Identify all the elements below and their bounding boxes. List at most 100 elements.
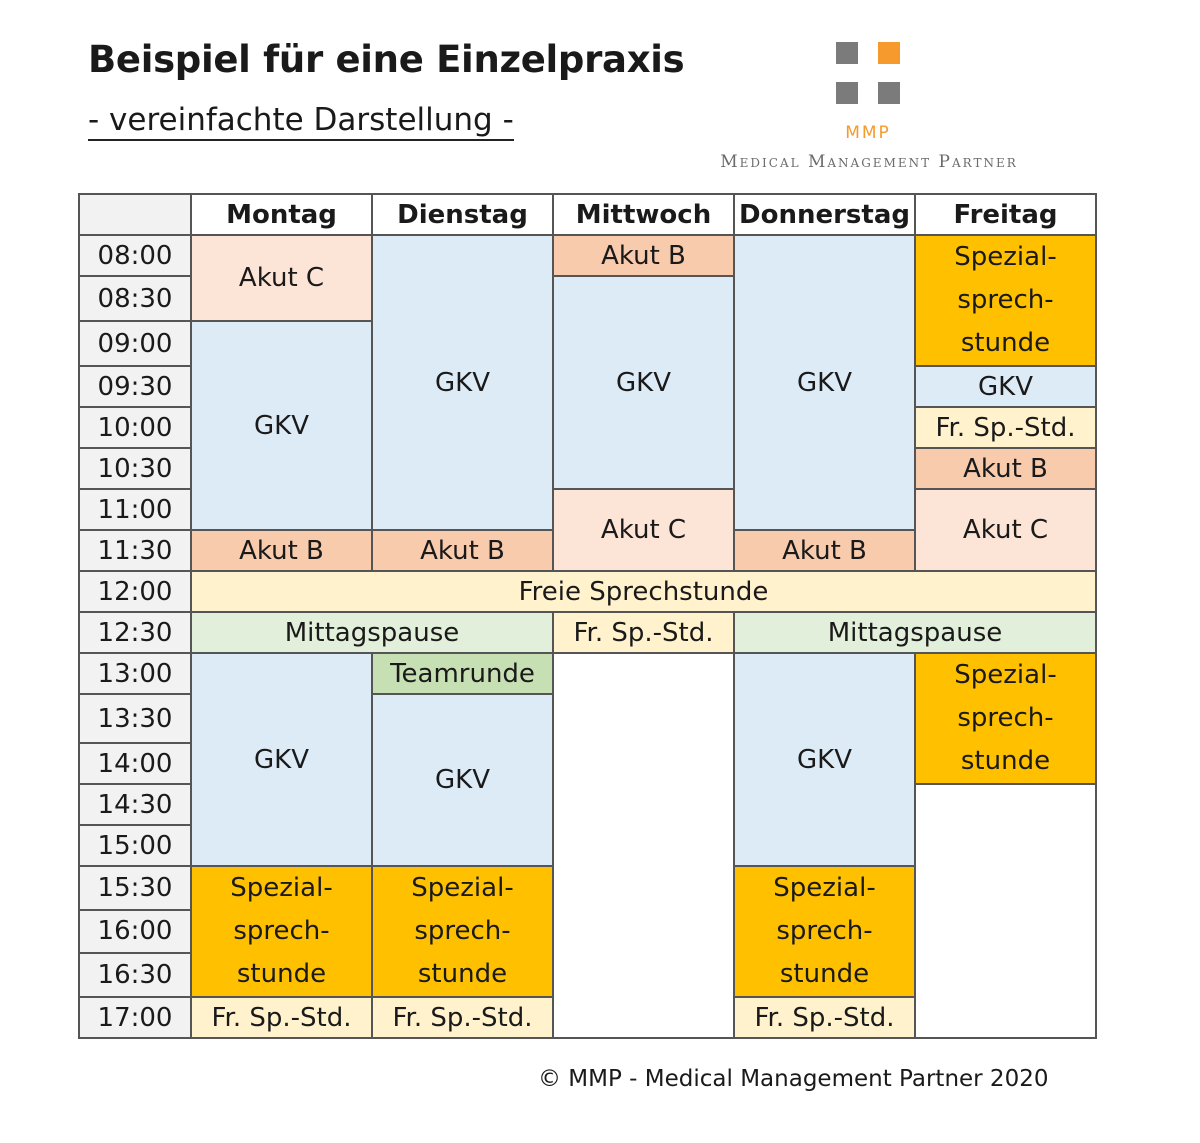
copyright-footer: © MMP - Medical Management Partner 2020: [538, 1066, 1049, 1092]
time-label: 11:00: [78, 488, 192, 531]
time-label: 09:30: [78, 365, 192, 408]
slot-text-line: sprech-: [957, 703, 1054, 733]
logo-square-grey-3: [878, 82, 900, 104]
page-subtitle: - vereinfachte Darstellung -: [88, 102, 514, 141]
slot-gkv: GKV: [190, 652, 373, 867]
logo-square-grey-1: [836, 42, 858, 64]
slot-empty: [914, 783, 1097, 1039]
slot-text-line: Spezial-: [954, 242, 1057, 272]
table-row: 14:30: [78, 783, 1097, 1039]
table-row: 17:00 Fr. Sp.-Std. Fr. Sp.-Std. Fr. Sp.-…: [78, 996, 1096, 1039]
time-label: 15:00: [78, 824, 192, 867]
time-label: 16:00: [78, 908, 192, 955]
slot-gkv: GKV: [371, 693, 554, 867]
corner-cell: [78, 193, 192, 236]
table-row: 12:00 Freie Sprechstunde: [78, 570, 1097, 613]
slot-text-line: stunde: [960, 328, 1051, 358]
slot-fr-sp-std: Fr. Sp.-Std.: [190, 996, 373, 1039]
slot-akut-b: Akut B: [190, 529, 373, 572]
slot-fr-sp-std: Fr. Sp.-Std.: [733, 996, 916, 1039]
slot-text-line: sprech-: [233, 916, 330, 946]
slot-text-line: stunde: [960, 746, 1051, 776]
time-label: 17:00: [78, 996, 192, 1039]
time-label: 14:30: [78, 783, 192, 826]
slot-empty: [552, 652, 735, 1039]
table-row: 15:00: [78, 824, 1096, 867]
slot-text-line: sprech-: [414, 916, 511, 946]
day-header-friday: Freitag: [914, 193, 1097, 236]
time-label: 10:00: [78, 406, 192, 449]
slot-gkv: GKV: [190, 320, 373, 531]
slot-fr-sp-std: Fr. Sp.-Std.: [552, 611, 735, 654]
slot-gkv: GKV: [733, 652, 916, 867]
slot-spezialsprechstunde: Spezial- sprech- stunde: [914, 652, 1097, 785]
table-row: 13:30 GKV: [78, 693, 1096, 867]
table-row: 08:00 Akut C GKV Akut B GKV Spezial- spr…: [78, 234, 1097, 531]
logo-company-name: Medical Management Partner: [720, 152, 1018, 172]
slot-teamrunde: Teamrunde: [371, 652, 554, 695]
time-label: 12:00: [78, 570, 192, 613]
day-header-wednesday: Mittwoch: [552, 193, 735, 236]
time-label: 08:00: [78, 234, 192, 277]
header-row: Montag Dienstag Mittwoch Donnerstag Frei…: [78, 193, 1097, 236]
slot-text-line: Spezial-: [773, 873, 876, 903]
slot-freie-sprechstunde: Freie Sprechstunde: [190, 570, 1097, 613]
table-row: 14:00: [78, 742, 1096, 785]
slot-akut-c: Akut C: [552, 488, 735, 572]
logo-abbreviation: MMP: [845, 123, 891, 143]
slot-text-line: stunde: [417, 959, 508, 989]
slot-spezialsprechstunde: Spezial- sprech- stunde: [371, 865, 554, 998]
table-row: 16:00: [78, 908, 1096, 955]
slot-gkv: GKV: [552, 275, 735, 490]
slot-text-line: stunde: [779, 959, 870, 989]
time-label: 14:00: [78, 742, 192, 785]
table-row: 11:00 Akut C Akut C: [78, 488, 1097, 572]
slot-akut-b: Akut B: [371, 529, 554, 572]
slot-akut-b: Akut B: [914, 447, 1097, 490]
day-header-tuesday: Dienstag: [371, 193, 554, 236]
day-header-thursday: Donnerstag: [733, 193, 916, 236]
slot-akut-b: Akut B: [552, 234, 735, 277]
day-header-monday: Montag: [190, 193, 373, 236]
table-row: 10:00 Fr. Sp.-Std.: [78, 406, 1097, 449]
time-label: 09:00: [78, 320, 192, 367]
slot-text-line: Spezial-: [954, 660, 1057, 690]
slot-text-line: Spezial-: [230, 873, 333, 903]
time-label: 11:30: [78, 529, 192, 572]
slot-fr-sp-std: Fr. Sp.-Std.: [914, 406, 1097, 449]
page-title: Beispiel für eine Einzelpraxis: [88, 38, 685, 81]
slot-gkv: GKV: [733, 234, 916, 531]
slot-fr-sp-std: Fr. Sp.-Std.: [371, 996, 554, 1039]
table-row: 15:30 Spezial- sprech- stunde Spezial- s…: [78, 865, 1096, 998]
slot-text-line: sprech-: [957, 285, 1054, 315]
logo-square-grey-2: [836, 82, 858, 104]
slot-text-line: Spezial-: [411, 873, 514, 903]
table-row: 08:30 GKV: [78, 275, 1096, 490]
slot-spezialsprechstunde: Spezial- sprech- stunde: [914, 234, 1097, 367]
table-row: 12:30 Mittagspause Fr. Sp.-Std. Mittagsp…: [78, 611, 1097, 654]
slot-mittagspause: Mittagspause: [190, 611, 554, 654]
table-row: 09:00 GKV: [78, 320, 1096, 531]
time-label: 13:30: [78, 693, 192, 744]
slot-text-line: sprech-: [776, 916, 873, 946]
time-label: 13:00: [78, 652, 192, 695]
slot-gkv: GKV: [371, 234, 554, 531]
time-label: 15:30: [78, 865, 192, 911]
logo-square-orange: [878, 42, 900, 64]
slot-akut-c: Akut C: [914, 488, 1097, 572]
slot-spezialsprechstunde: Spezial- sprech- stunde: [190, 865, 373, 998]
slot-akut-c: Akut C: [190, 234, 373, 322]
time-label: 16:30: [78, 952, 192, 998]
table-row: 13:00 GKV Teamrunde GKV Spezial- sprech-…: [78, 652, 1097, 1039]
slot-mittagspause: Mittagspause: [733, 611, 1097, 654]
time-label: 10:30: [78, 447, 192, 490]
slot-spezialsprechstunde: Spezial- sprech- stunde: [733, 865, 916, 998]
table-row: 10:30 Akut B: [78, 447, 1097, 490]
table-row: 16:30: [78, 952, 1096, 998]
schedule-table: Montag Dienstag Mittwoch Donnerstag Frei…: [78, 193, 1097, 1039]
slot-gkv: GKV: [914, 365, 1097, 408]
time-label: 12:30: [78, 611, 192, 654]
table-row: 09:30 GKV: [78, 365, 1097, 408]
time-label: 08:30: [78, 275, 192, 322]
slot-text-line: stunde: [236, 959, 327, 989]
